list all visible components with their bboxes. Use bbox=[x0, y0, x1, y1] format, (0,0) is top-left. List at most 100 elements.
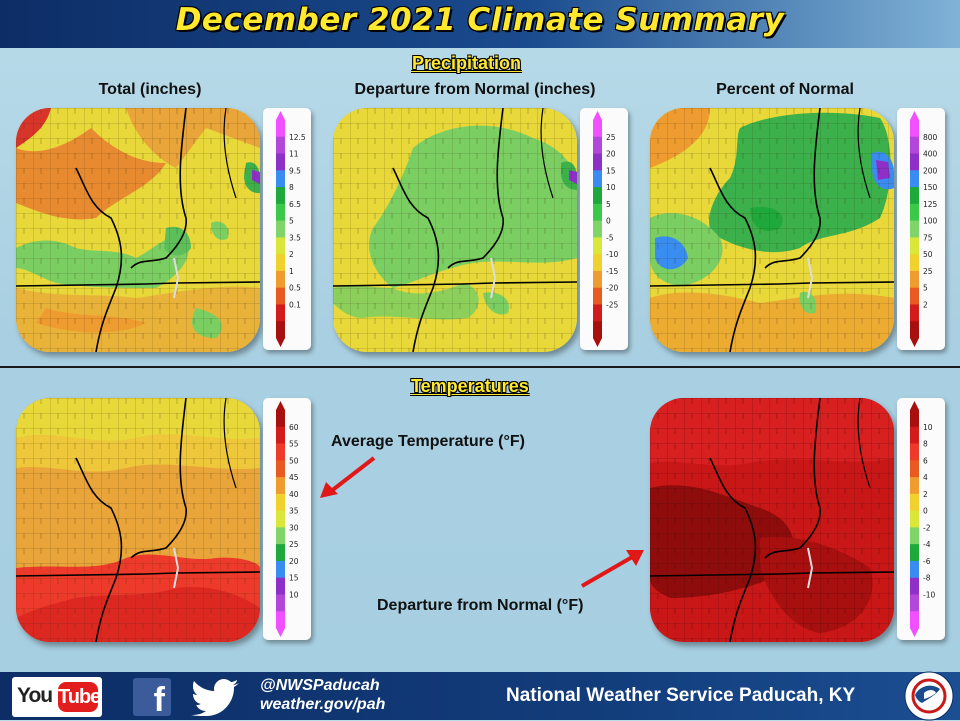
youtube-logo[interactable]: You Tube bbox=[12, 677, 102, 717]
legend-color-segment bbox=[276, 443, 285, 461]
legend-tick-label: -6 bbox=[923, 557, 931, 566]
legend-color-segment bbox=[910, 410, 919, 428]
legend-color-segment bbox=[276, 187, 285, 205]
legend-color-segment bbox=[910, 203, 919, 222]
legend-tick-label: 800 bbox=[923, 133, 938, 142]
legend-color-segment bbox=[276, 254, 285, 272]
title-bar bbox=[0, 0, 960, 48]
legend-color-segment bbox=[593, 304, 602, 322]
legend-tick-label: 8 bbox=[289, 183, 294, 192]
legend-color-segment bbox=[910, 153, 919, 171]
office-name: National Weather Service Paducah, KY bbox=[506, 685, 856, 706]
arrow-icon bbox=[581, 550, 644, 588]
legend-tick-label: -2 bbox=[923, 523, 931, 532]
legend-color-segment bbox=[910, 577, 919, 595]
legend-color-segment bbox=[276, 321, 285, 339]
legend-tick-label: 6 bbox=[923, 456, 928, 465]
section-title-precipitation: Precipitation bbox=[412, 53, 522, 73]
legend-arrow-bottom bbox=[593, 338, 602, 347]
legend-color-segment bbox=[910, 304, 919, 322]
legend-tick-label: 11 bbox=[289, 150, 299, 159]
legend-tick-label: 50 bbox=[289, 456, 299, 465]
legend-color-segment bbox=[593, 120, 602, 138]
legend-tick-label: 200 bbox=[923, 166, 938, 175]
panel-label-precip-departure: Departure from Normal (inches) bbox=[354, 81, 596, 98]
legend-color-segment bbox=[276, 510, 285, 528]
legend-color-segment bbox=[910, 321, 919, 339]
legend-tick-label: 12.5 bbox=[289, 133, 306, 142]
legend-tick-label: 75 bbox=[923, 233, 933, 242]
twitter-handle[interactable]: @NWSPaducah bbox=[260, 677, 380, 694]
legend-color-segment bbox=[910, 611, 919, 629]
legend-tick-label: 8 bbox=[923, 440, 928, 449]
legend-tick-label: 5 bbox=[923, 284, 928, 293]
legend-tick-label: 10 bbox=[923, 423, 933, 432]
facebook-icon[interactable]: f bbox=[133, 678, 171, 716]
legend-color-segment bbox=[276, 287, 285, 305]
legend-tick-label: -5 bbox=[606, 233, 614, 242]
legend-tick-label: 5 bbox=[606, 200, 611, 209]
legend-color-segment bbox=[276, 304, 285, 322]
legend-color-segment bbox=[276, 410, 285, 428]
legend-color-segment bbox=[910, 510, 919, 528]
legend-tick-label: 15 bbox=[606, 166, 616, 175]
panel-label-precip-total: Total (inches) bbox=[98, 81, 202, 98]
legend-tick-label: 5 bbox=[289, 217, 294, 226]
legend-color-segment bbox=[276, 153, 285, 171]
legend-tick-label: 25 bbox=[923, 267, 933, 276]
legend-color-segment bbox=[276, 577, 285, 595]
legend-color-segment bbox=[276, 220, 285, 238]
legend-color-segment bbox=[910, 120, 919, 138]
youtube-logo-tube: Tube bbox=[58, 682, 101, 712]
legend-precip-departure: 25 20 15 10 5 0 -5 -10 -15 -20 -25 bbox=[580, 108, 628, 350]
legend-tick-label: 100 bbox=[923, 217, 938, 226]
legend-tick-label: 10 bbox=[606, 183, 616, 192]
legend-tick-label: -20 bbox=[606, 284, 618, 293]
legend-color-segment bbox=[910, 220, 919, 238]
legend-tick-label: -4 bbox=[923, 540, 931, 549]
legend-color-segment bbox=[593, 254, 602, 272]
map-temp-average bbox=[16, 398, 260, 642]
legend-color-segment bbox=[276, 120, 285, 138]
legend-tick-label: 150 bbox=[923, 183, 938, 192]
legend-color-segment bbox=[910, 270, 919, 289]
legend-tick-label: 4 bbox=[923, 473, 928, 482]
legend-arrow-bottom bbox=[910, 628, 919, 637]
legend-color-segment bbox=[276, 426, 285, 445]
legend-color-segment bbox=[593, 220, 602, 238]
website-link[interactable]: weather.gov/pah bbox=[260, 696, 386, 713]
legend-tick-label: 2 bbox=[923, 300, 928, 309]
legend-color-segment bbox=[593, 187, 602, 205]
legend-color-segment bbox=[910, 460, 919, 478]
legend-color-segment bbox=[276, 611, 285, 629]
legend-tick-label: 6.5 bbox=[289, 200, 301, 209]
legend-color-segment bbox=[593, 270, 602, 289]
legend-tick-label: 9.5 bbox=[289, 166, 301, 175]
legend-tick-label: -10 bbox=[606, 250, 618, 259]
legend-tick-label: 60 bbox=[289, 423, 299, 432]
legend-color-segment bbox=[593, 153, 602, 171]
legend-color-segment bbox=[910, 237, 919, 255]
legend-arrow-top bbox=[593, 111, 602, 120]
legend-tick-label: -25 bbox=[606, 300, 618, 309]
legend-tick-label: 35 bbox=[289, 507, 299, 516]
legend-tick-label: 2 bbox=[289, 250, 294, 259]
twitter-icon[interactable] bbox=[191, 678, 241, 716]
legend-tick-label: 50 bbox=[923, 250, 933, 259]
legend-color-segment bbox=[276, 136, 285, 155]
legend-color-segment bbox=[910, 560, 919, 579]
nws-logo bbox=[904, 671, 954, 721]
legend-color-segment bbox=[593, 170, 602, 188]
map-precip-percent bbox=[650, 108, 894, 352]
legend-color-segment bbox=[593, 321, 602, 339]
legend-color-segment bbox=[276, 170, 285, 188]
page-title: December 2021 Climate Summary bbox=[175, 2, 785, 38]
legend-color-segment bbox=[276, 560, 285, 579]
legend-color-segment bbox=[593, 237, 602, 255]
legend-tick-label: 45 bbox=[289, 473, 299, 482]
legend-tick-label: 20 bbox=[289, 557, 299, 566]
legend-color-segment bbox=[276, 477, 285, 495]
legend-color-segment bbox=[910, 477, 919, 495]
legend-arrow-bottom bbox=[276, 628, 285, 637]
legend-tick-label: 30 bbox=[289, 523, 299, 532]
